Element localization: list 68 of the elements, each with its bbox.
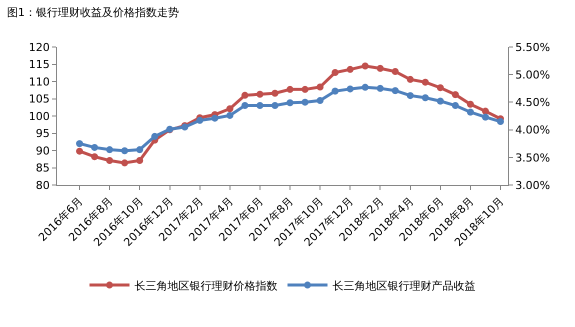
legend-label: 长三角地区银行理财价格指数 (134, 279, 278, 292)
point (256, 102, 264, 110)
point (76, 148, 84, 155)
point (362, 62, 369, 70)
point (76, 140, 84, 148)
point (436, 84, 444, 92)
chart-title: 图1：银行理财收益及价格指数走势 (6, 6, 179, 19)
point (136, 157, 144, 164)
point (226, 112, 234, 119)
y2-tick-label: 3.00% (515, 178, 550, 192)
y2-tick-label: 3.50% (515, 151, 550, 164)
point (392, 87, 399, 94)
y-tick-label: 80 (36, 178, 50, 192)
y-tick-label: 110 (28, 75, 50, 88)
y-tick-label: 120 (28, 40, 50, 54)
y-tick-label: 85 (36, 162, 50, 175)
y2-tick-label: 5.00% (515, 68, 550, 82)
point (392, 68, 399, 75)
point (151, 132, 158, 140)
point (196, 116, 204, 124)
point (286, 86, 294, 93)
point (256, 90, 264, 98)
point (271, 102, 278, 110)
point (406, 76, 414, 83)
point (376, 84, 384, 92)
point (286, 99, 294, 106)
point (91, 144, 98, 151)
y-tick-label: 95 (36, 127, 50, 140)
y2-tick-label: 4.50% (515, 96, 550, 110)
point (332, 88, 339, 95)
point (316, 97, 324, 104)
point (106, 157, 114, 164)
point (452, 102, 459, 110)
point (406, 92, 414, 100)
y2-tick-label: 4.00% (515, 124, 550, 137)
point (211, 114, 218, 122)
point (376, 64, 384, 72)
point (496, 118, 504, 126)
point (106, 146, 114, 154)
point (346, 66, 354, 73)
point (302, 98, 309, 106)
point (271, 90, 278, 97)
point (302, 86, 309, 93)
y-tick-label: 90 (36, 144, 50, 158)
point (422, 78, 429, 86)
point (241, 102, 248, 110)
point (362, 84, 369, 91)
point (466, 100, 474, 108)
point (436, 98, 444, 105)
point (482, 114, 489, 121)
point (316, 84, 324, 91)
legend-label: 长三角地区银行理财产品收益 (332, 279, 476, 292)
point (422, 94, 429, 102)
y2-tick-label: 5.50% (515, 40, 550, 54)
point (136, 146, 144, 154)
point (121, 159, 128, 166)
y-tick-label: 115 (28, 58, 50, 72)
point (121, 147, 128, 154)
point (452, 91, 459, 98)
point (482, 108, 489, 115)
y-tick-label: 105 (28, 92, 50, 106)
point (226, 105, 234, 112)
point (346, 85, 354, 92)
point (91, 153, 98, 160)
y-tick-label: 100 (28, 110, 50, 123)
point (466, 108, 474, 116)
point (332, 69, 339, 76)
point (241, 92, 248, 99)
